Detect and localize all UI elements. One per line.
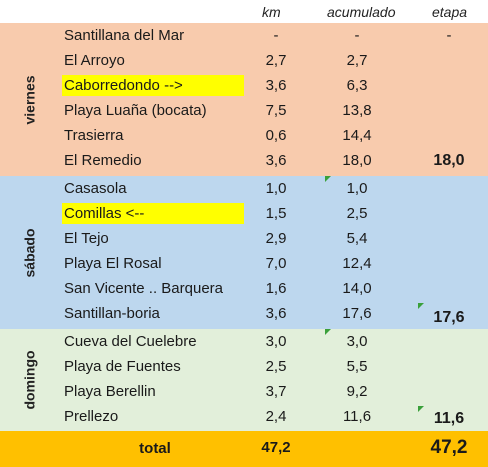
etapa-cell <box>410 48 488 73</box>
km-cell: 3,6 <box>265 305 287 322</box>
etapa-cell <box>410 123 488 148</box>
comment-marker[interactable] <box>418 406 424 412</box>
km-cell: 1,6 <box>265 280 287 297</box>
place-cell: Santillan-boria <box>64 305 160 322</box>
table-row[interactable]: Caborredondo --> 3,6 6,3 <box>0 73 488 98</box>
km-cell: 2,5 <box>265 358 287 375</box>
total-label: total <box>139 440 171 457</box>
acumulado-cell: 18,0 <box>342 152 372 169</box>
table-row[interactable]: Playa Berellin 3,7 9,2 <box>0 379 488 404</box>
acumulado-cell: 13,8 <box>342 102 372 119</box>
acumulado-cell: 6,3 <box>346 77 368 94</box>
acumulado-cell: 3,0 <box>346 333 368 350</box>
table-row[interactable]: Comillas <-- 1,5 2,5 <box>0 201 488 226</box>
place-cell: Trasierra <box>64 127 124 144</box>
acumulado-cell: 2,7 <box>346 52 368 69</box>
table-row[interactable]: Cueva del Cuelebre 3,0 3,0 <box>0 329 488 354</box>
etapa-cell <box>410 201 488 226</box>
etapa-cell: 17,6 <box>433 309 465 326</box>
header-km: km <box>262 4 281 20</box>
acumulado-cell: 12,4 <box>342 255 372 272</box>
acumulado-cell: 9,2 <box>346 383 368 400</box>
table-row[interactable]: Playa El Rosal 7,0 12,4 <box>0 251 488 276</box>
etapa-cell <box>410 276 488 301</box>
km-cell: 2,7 <box>265 52 287 69</box>
acumulado-cell: 5,4 <box>346 230 368 247</box>
table-row[interactable]: Playa de Fuentes 2,5 5,5 <box>0 354 488 379</box>
etapa-cell <box>410 329 488 354</box>
etapa-cell: 11,6 <box>433 410 465 427</box>
acumulado-cell: 14,4 <box>342 127 372 144</box>
km-cell: 7,5 <box>265 102 287 119</box>
table-row[interactable]: El Remedio 3,6 18,0 18,0 <box>0 148 488 173</box>
place-cell: El Arroyo <box>64 52 125 69</box>
place-cell: Playa de Fuentes <box>64 358 181 375</box>
section-domingo: domingo Cueva del Cuelebre 3,0 3,0 Playa… <box>0 329 488 431</box>
km-cell: 3,7 <box>265 383 287 400</box>
header-row: km acumulado etapa <box>0 0 488 23</box>
acumulado-cell: 17,6 <box>342 305 372 322</box>
acumulado-cell: 1,0 <box>346 180 368 197</box>
header-etapa: etapa <box>432 4 468 20</box>
place-cell: El Tejo <box>64 230 109 247</box>
place-cell: San Vicente .. Barquera <box>64 280 223 297</box>
km-cell: 3,6 <box>265 77 287 94</box>
km-cell: 1,5 <box>265 205 287 222</box>
etapa-cell <box>410 73 488 98</box>
acumulado-cell: 11,6 <box>342 408 372 425</box>
place-cell: Comillas <-- <box>64 205 145 222</box>
place-cell: Santillana del Mar <box>64 27 185 44</box>
km-cell: 3,0 <box>265 333 287 350</box>
total-etapa: 47,2 <box>430 437 468 458</box>
etapa-cell <box>410 98 488 123</box>
comment-marker[interactable] <box>325 329 331 335</box>
table-row[interactable]: San Vicente .. Barquera 1,6 14,0 <box>0 276 488 301</box>
etapa-cell <box>410 251 488 276</box>
table-row[interactable]: Prellezo 2,4 11,6 11,6 <box>0 404 488 429</box>
highlight-mark <box>62 203 244 224</box>
km-cell: 0,6 <box>265 127 287 144</box>
place-cell: Playa Berellin <box>64 383 156 400</box>
table-row[interactable]: El Tejo 2,9 5,4 <box>0 226 488 251</box>
highlight-mark <box>62 75 244 96</box>
km-cell: 2,9 <box>265 230 287 247</box>
comment-marker[interactable] <box>325 176 331 182</box>
table-row[interactable]: Santillana del Mar - - - <box>0 23 488 48</box>
total-row[interactable]: total 47,2 47,2 <box>0 431 488 467</box>
header-acumulado: acumulado <box>327 4 396 20</box>
acumulado-cell: 5,5 <box>346 358 368 375</box>
table-row[interactable]: Santillan-boria 3,6 17,6 17,6 <box>0 301 488 326</box>
total-km: 47,2 <box>261 439 291 456</box>
place-cell: El Remedio <box>64 152 142 169</box>
etapa-cell <box>410 354 488 379</box>
etapa-cell <box>410 176 488 201</box>
etapa-cell <box>410 226 488 251</box>
place-cell: Casasola <box>64 180 127 197</box>
acumulado-cell: 2,5 <box>346 205 368 222</box>
table-row[interactable]: Casasola 1,0 1,0 <box>0 176 488 201</box>
section-sabado: sábado Casasola 1,0 1,0 Comillas <-- 1,5… <box>0 176 488 329</box>
table-row[interactable]: Playa Luaña (bocata) 7,5 13,8 <box>0 98 488 123</box>
etapa-cell: 18,0 <box>433 152 465 169</box>
acumulado-cell: 14,0 <box>342 280 372 297</box>
place-cell: Caborredondo --> <box>64 77 183 94</box>
place-cell: Playa El Rosal <box>64 255 162 272</box>
etapa-cell: - <box>446 27 452 44</box>
km-cell: 1,0 <box>265 180 287 197</box>
km-cell: - <box>273 27 279 44</box>
etapa-cell <box>410 379 488 404</box>
km-cell: 2,4 <box>265 408 287 425</box>
km-cell: 7,0 <box>265 255 287 272</box>
section-viernes: viernes Santillana del Mar - - - El Arro… <box>0 23 488 176</box>
place-cell: Prellezo <box>64 408 119 425</box>
table-row[interactable]: Trasierra 0,6 14,4 <box>0 123 488 148</box>
table-row[interactable]: El Arroyo 2,7 2,7 <box>0 48 488 73</box>
place-cell: Cueva del Cuelebre <box>64 333 197 350</box>
place-cell: Playa Luaña (bocata) <box>64 102 207 119</box>
km-cell: 3,6 <box>265 152 287 169</box>
acumulado-cell: - <box>354 27 360 44</box>
comment-marker[interactable] <box>418 303 424 309</box>
